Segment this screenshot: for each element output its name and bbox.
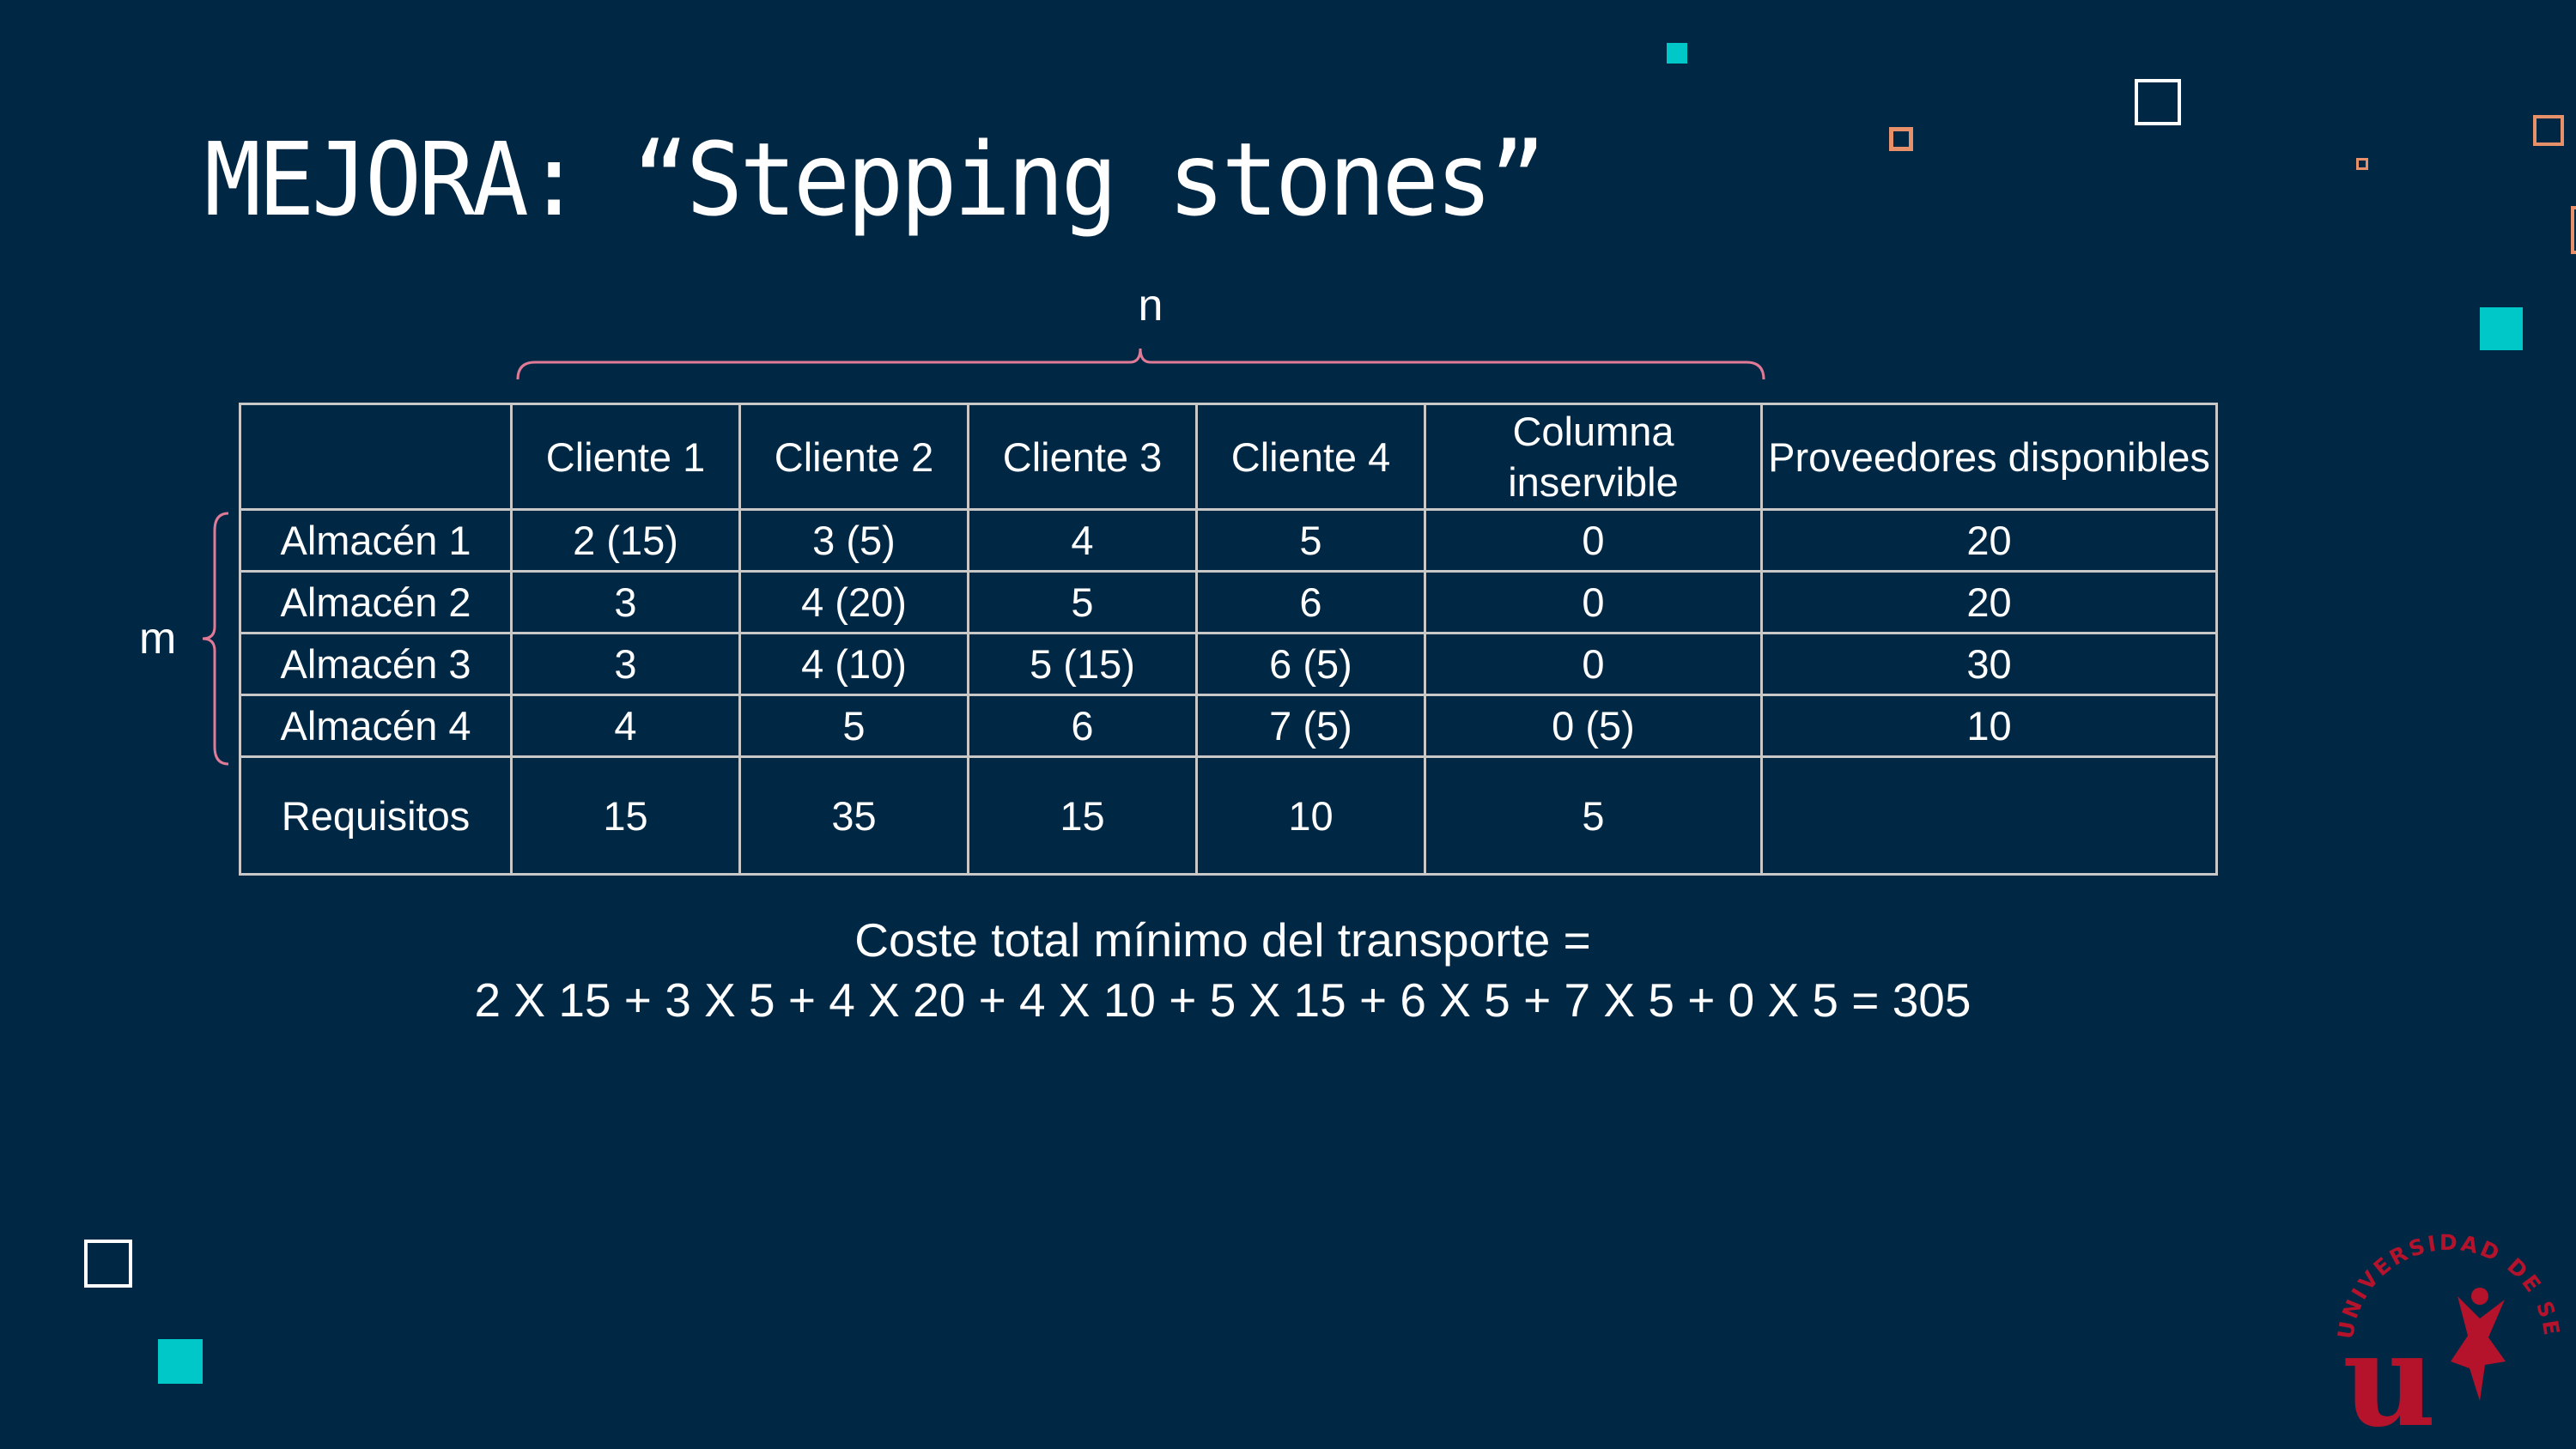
row-label: Almacén 3 — [239, 632, 513, 696]
table-cell: 6 — [1195, 570, 1426, 634]
total-cost-formula: Coste total mínimo del transporte = 2 X … — [0, 910, 2445, 1030]
header-cell: Columna inservible — [1424, 403, 1763, 511]
table-cell: 5 (15) — [967, 632, 1198, 696]
table-row: Almacén 1 2 (15) 3 (5) 4 5 0 20 — [239, 508, 2218, 573]
table-cell: 5 — [1195, 508, 1426, 573]
table-cell: 3 — [510, 570, 741, 634]
orange-outline-square-decoration — [1889, 127, 1913, 151]
transport-table: Cliente 1 Cliente 2 Cliente 3 Cliente 4 … — [239, 403, 2218, 876]
table-cell: 0 — [1424, 570, 1763, 634]
orange-small-square-decoration — [2356, 158, 2368, 170]
table-cell: 35 — [738, 755, 969, 876]
header-cell — [239, 403, 513, 511]
teal-square-decoration-bottom — [158, 1339, 203, 1384]
table-cell — [1760, 755, 2218, 876]
university-seal-logo: UNIVERSIDAD DE SEVILLA u — [2329, 1217, 2562, 1432]
table-cell: 20 — [1760, 508, 2218, 573]
orange-outline-square-decoration-right — [2533, 115, 2564, 146]
table-cell: 5 — [967, 570, 1198, 634]
table-cell: 30 — [1760, 632, 2218, 696]
table-row: Almacén 3 3 4 (10) 5 (15) 6 (5) 0 30 — [239, 632, 2218, 696]
label-m: m — [139, 614, 177, 664]
cost-heading: Coste total mínimo del transporte = — [854, 913, 1591, 967]
white-outline-square-decoration-bottom — [84, 1240, 132, 1288]
teal-square-decoration — [1667, 43, 1687, 64]
table-cell: 6 — [967, 694, 1198, 758]
requirements-row: Requisitos 15 35 15 10 5 — [239, 755, 2218, 876]
orange-edge-square-decoration — [2571, 206, 2576, 254]
row-label: Almacén 4 — [239, 694, 513, 758]
row-label: Almacén 1 — [239, 508, 513, 573]
table-cell: 6 (5) — [1195, 632, 1426, 696]
label-n: n — [1138, 281, 1163, 330]
table-row: Almacén 2 3 4 (20) 5 6 0 20 — [239, 570, 2218, 634]
angel-emblem — [2451, 1296, 2506, 1401]
table-cell: 15 — [510, 755, 741, 876]
svg-text:u: u — [2342, 1305, 2436, 1432]
row-label: Almacén 2 — [239, 570, 513, 634]
table-cell: 15 — [967, 755, 1198, 876]
table-cell: 3 — [510, 632, 741, 696]
table-cell: 0 — [1424, 632, 1763, 696]
slide-title: MEJORA: “Stepping stones” — [204, 120, 1546, 239]
table-cell: 2 (15) — [510, 508, 741, 573]
table-row: Almacén 4 4 5 6 7 (5) 0 (5) 10 — [239, 694, 2218, 758]
header-row: Cliente 1 Cliente 2 Cliente 3 Cliente 4 … — [239, 403, 2218, 511]
table-cell: 20 — [1760, 570, 2218, 634]
table-cell: 7 (5) — [1195, 694, 1426, 758]
teal-square-decoration-right — [2480, 307, 2523, 350]
column-brace — [516, 348, 1765, 380]
header-cell: Cliente 2 — [738, 403, 969, 511]
white-outline-square-decoration — [2135, 79, 2181, 125]
table-cell: 4 — [967, 508, 1198, 573]
table-cell: 0 — [1424, 508, 1763, 573]
row-label: Requisitos — [239, 755, 513, 876]
table-cell: 10 — [1760, 694, 2218, 758]
header-cell: Cliente 4 — [1195, 403, 1426, 511]
table-cell: 3 (5) — [738, 508, 969, 573]
table-cell: 4 (10) — [738, 632, 969, 696]
table-cell: 4 — [510, 694, 741, 758]
table-cell: 4 (20) — [738, 570, 969, 634]
header-cell: Proveedores disponibles — [1760, 403, 2218, 511]
table-cell: 0 (5) — [1424, 694, 1763, 758]
cost-calculation: 2 X 15 + 3 X 5 + 4 X 20 + 4 X 10 + 5 X 1… — [474, 973, 1971, 1027]
table-cell: 5 — [738, 694, 969, 758]
table-cell: 10 — [1195, 755, 1426, 876]
table-cell: 5 — [1424, 755, 1763, 876]
header-cell: Cliente 3 — [967, 403, 1198, 511]
header-cell: Cliente 1 — [510, 403, 741, 511]
row-brace — [202, 512, 229, 766]
